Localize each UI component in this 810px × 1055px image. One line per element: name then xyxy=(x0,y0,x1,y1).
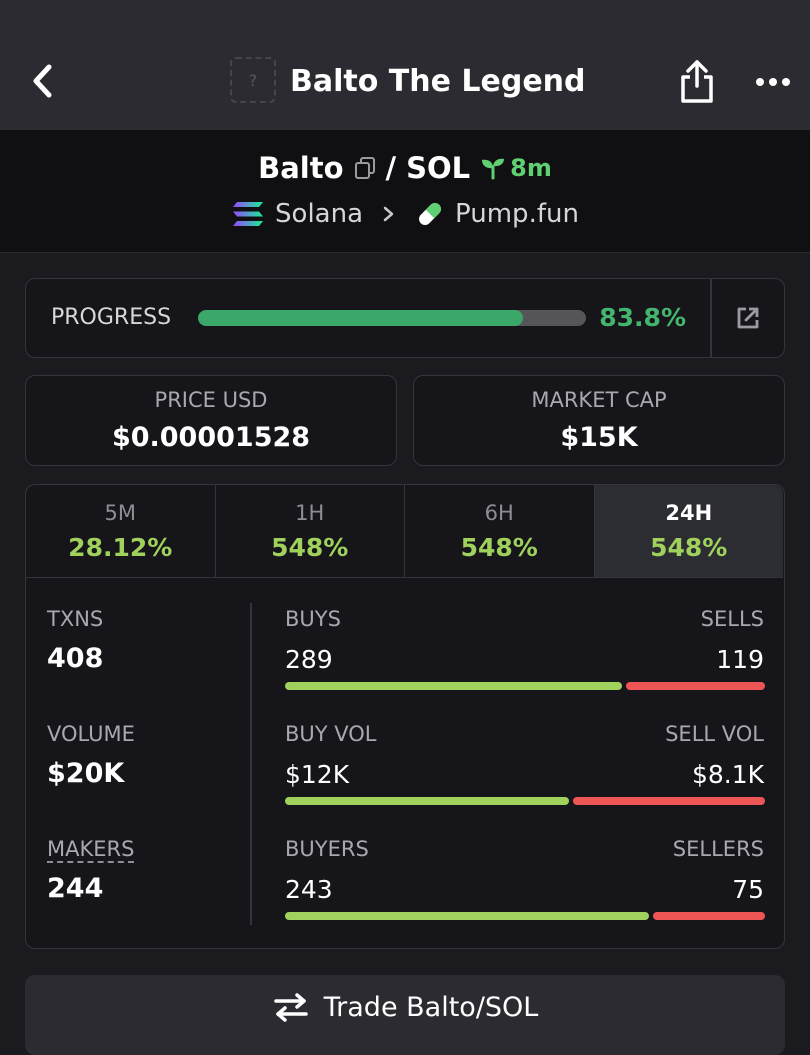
pair-separator: / xyxy=(385,151,397,185)
share-icon xyxy=(681,60,713,103)
sellers-label: SELLERS xyxy=(672,837,764,861)
divider xyxy=(710,279,712,357)
back-button[interactable] xyxy=(22,56,62,106)
sells-label: SELLS xyxy=(700,607,764,631)
bonding-progress-card: PROGRESS 83.8% xyxy=(25,278,785,358)
tab-label: 6H xyxy=(484,501,514,525)
swap-arrows-icon xyxy=(273,993,308,1022)
trade-button-label: Trade Balto/SOL xyxy=(323,991,539,1023)
sell-vol-value: $8.1K xyxy=(691,760,764,789)
price-usd-label: PRICE USD xyxy=(154,388,268,412)
tab-change-value: 548% xyxy=(650,533,728,562)
pair-header: Balto / SOL 8m S xyxy=(0,130,810,253)
chain-name[interactable]: Solana xyxy=(275,199,364,229)
top-bar: ? Balto The Legend xyxy=(0,0,810,130)
trade-button[interactable]: Trade Balto/SOL xyxy=(25,975,785,1055)
chain-row: Solana Pump.fun xyxy=(0,194,810,234)
more-options-button[interactable] xyxy=(748,60,798,104)
sells-value: 119 xyxy=(716,645,764,674)
progress-label: PROGRESS xyxy=(51,305,172,330)
sellers-value: 75 xyxy=(732,875,764,904)
price-usd-card: PRICE USD $0.00001528 xyxy=(25,375,397,466)
ellipsis-icon xyxy=(756,78,790,86)
quote-token-symbol: SOL xyxy=(406,151,471,185)
volume-ratio-bar xyxy=(285,797,765,805)
progress-percent: 83.8% xyxy=(599,303,686,332)
tab-6h[interactable]: 6H 548% xyxy=(405,485,595,577)
share-button[interactable] xyxy=(672,54,722,108)
dex-name[interactable]: Pump.fun xyxy=(455,199,579,229)
buys-label: BUYS xyxy=(285,607,341,631)
sell-segment xyxy=(573,797,765,805)
open-external-button[interactable] xyxy=(712,279,784,357)
sell-vol-label: SELL VOL xyxy=(665,722,764,746)
timeframe-tabs: 5M 28.12% 1H 548% 6H 548% 24H 548% xyxy=(26,485,783,578)
tab-label: 1H xyxy=(295,501,325,525)
market-cap-card: MARKET CAP $15K xyxy=(413,375,785,466)
volume-value: $20K xyxy=(47,758,125,789)
seedling-icon xyxy=(482,158,505,180)
buyers-ratio-bar xyxy=(285,912,765,920)
makers-value: 244 xyxy=(47,873,104,904)
base-token-symbol: Balto xyxy=(258,151,344,185)
makers-label[interactable]: MAKERS xyxy=(47,837,135,861)
buy-segment xyxy=(285,682,623,690)
price-usd-value: $0.00001528 xyxy=(111,422,311,453)
tab-5m[interactable]: 5M 28.12% xyxy=(26,485,216,577)
pair-age-text: 8m xyxy=(510,154,552,182)
solana-icon xyxy=(233,202,264,226)
tab-change-value: 548% xyxy=(271,533,349,562)
sell-segment xyxy=(652,912,765,920)
buys-sells-ratio-bar xyxy=(285,682,765,690)
buy-vol-value: $12K xyxy=(285,760,350,789)
tab-label: 5M xyxy=(104,501,136,525)
market-cap-label: MARKET CAP xyxy=(531,388,667,412)
tab-24h[interactable]: 24H 548% xyxy=(594,485,783,577)
volume-label: VOLUME xyxy=(47,722,135,746)
progress-bar xyxy=(198,310,586,326)
buyers-label: BUYERS xyxy=(285,837,369,861)
sell-segment xyxy=(626,682,765,690)
copy-icon[interactable] xyxy=(354,156,376,180)
pill-icon xyxy=(419,203,441,225)
tab-change-value: 28.12% xyxy=(68,533,173,562)
txns-label: TXNS xyxy=(47,607,104,631)
buy-segment xyxy=(285,912,649,920)
page-title: Balto The Legend xyxy=(290,64,586,99)
tab-change-value: 548% xyxy=(460,533,538,562)
chevron-left-icon xyxy=(33,64,52,98)
tab-1h[interactable]: 1H 548% xyxy=(216,485,405,577)
token-logo-placeholder: ? xyxy=(230,57,276,103)
divider xyxy=(250,603,252,925)
chevron-right-icon xyxy=(383,206,394,222)
market-cap-value: $15K xyxy=(560,422,638,453)
progress-bar-fill xyxy=(198,310,524,326)
buys-value: 289 xyxy=(285,645,333,674)
pair-row: Balto / SOL 8m xyxy=(0,148,810,188)
txns-value: 408 xyxy=(47,643,104,674)
external-link-icon xyxy=(737,307,759,329)
pair-age: 8m xyxy=(480,154,552,182)
buy-vol-label: BUY VOL xyxy=(285,722,377,746)
tab-label: 24H xyxy=(665,501,713,525)
buyers-value: 243 xyxy=(285,875,333,904)
performance-card: 5M 28.12% 1H 548% 6H 548% 24H 548% TXNS … xyxy=(25,484,785,949)
buy-segment xyxy=(285,797,570,805)
